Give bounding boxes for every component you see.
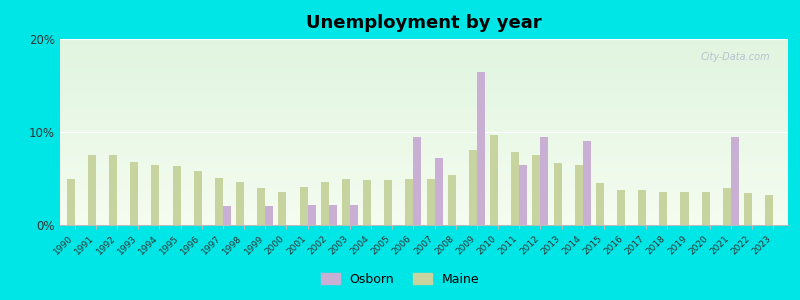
Bar <box>109 155 117 225</box>
Bar <box>194 171 202 225</box>
Bar <box>540 136 549 225</box>
Legend: Osborn, Maine: Osborn, Maine <box>316 268 484 291</box>
Bar <box>511 152 519 225</box>
Bar <box>414 136 422 225</box>
Bar <box>236 182 244 225</box>
Bar <box>151 164 159 225</box>
Bar <box>681 193 689 225</box>
Bar <box>554 163 562 225</box>
Bar <box>617 190 625 225</box>
Bar <box>469 150 477 225</box>
Bar <box>384 180 392 225</box>
Bar <box>448 175 456 225</box>
Bar <box>66 178 75 225</box>
Bar <box>130 162 138 225</box>
Bar <box>266 206 274 225</box>
Bar <box>702 193 710 225</box>
Bar <box>308 205 316 225</box>
Bar <box>342 178 350 225</box>
Bar <box>215 178 223 225</box>
Bar <box>434 158 442 225</box>
Bar <box>258 188 266 225</box>
Title: Unemployment by year: Unemployment by year <box>306 14 542 32</box>
Bar <box>574 164 582 225</box>
Bar <box>278 191 286 225</box>
Bar <box>363 180 371 225</box>
Bar <box>329 206 337 225</box>
Bar <box>88 155 96 225</box>
Bar <box>223 206 231 225</box>
Bar <box>765 195 773 225</box>
Bar <box>731 136 739 225</box>
Bar <box>659 191 667 225</box>
Bar <box>744 194 752 225</box>
Bar <box>638 190 646 225</box>
Bar <box>477 71 485 225</box>
Bar <box>173 167 181 225</box>
Bar <box>723 188 731 225</box>
Bar <box>490 135 498 225</box>
Text: City-Data.com: City-Data.com <box>700 52 770 62</box>
Bar <box>596 183 604 225</box>
Bar <box>406 179 414 225</box>
Bar <box>299 187 308 225</box>
Bar <box>321 182 329 225</box>
Bar <box>426 178 434 225</box>
Bar <box>350 205 358 225</box>
Bar <box>532 155 540 225</box>
Bar <box>582 141 590 225</box>
Bar <box>519 164 527 225</box>
